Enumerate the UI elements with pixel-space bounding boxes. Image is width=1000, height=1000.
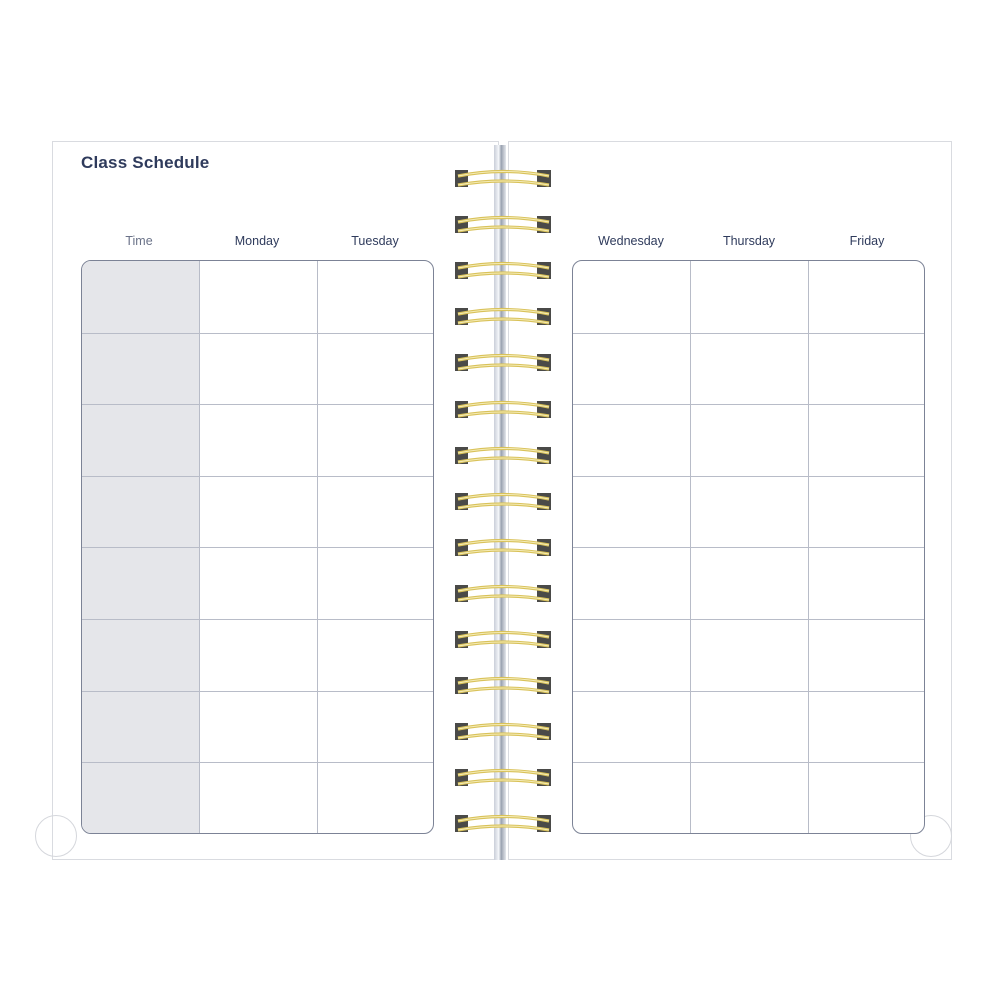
spiral-ring xyxy=(455,445,552,469)
schedule-cell[interactable] xyxy=(317,691,433,762)
schedule-cell[interactable] xyxy=(808,261,924,332)
schedule-cell[interactable] xyxy=(573,333,690,404)
grid-row-line xyxy=(573,404,924,406)
schedule-cell[interactable] xyxy=(317,762,433,833)
schedule-cell[interactable] xyxy=(573,404,690,475)
schedule-cell[interactable] xyxy=(808,619,924,690)
schedule-cell[interactable] xyxy=(200,762,317,833)
schedule-cell[interactable] xyxy=(317,261,433,332)
schedule-cell[interactable] xyxy=(691,261,808,332)
grid-column-line xyxy=(808,261,809,833)
grid-row-line xyxy=(573,332,924,334)
schedule-cell[interactable] xyxy=(808,691,924,762)
schedule-cell[interactable] xyxy=(200,261,317,332)
schedule-cell[interactable] xyxy=(317,333,433,404)
spiral-ring xyxy=(455,491,552,515)
schedule-cell[interactable] xyxy=(200,691,317,762)
spiral-ring xyxy=(455,721,552,745)
header-wednesday: Wednesday xyxy=(598,234,664,248)
grid-row-line xyxy=(82,404,433,406)
schedule-cell[interactable] xyxy=(200,333,317,404)
schedule-cell[interactable] xyxy=(317,547,433,618)
schedule-cell[interactable] xyxy=(573,476,690,547)
schedule-cell[interactable] xyxy=(200,404,317,475)
schedule-grid-right xyxy=(572,260,925,834)
grid-row-line xyxy=(82,690,433,692)
grid-row-line xyxy=(82,619,433,620)
schedule-cell[interactable] xyxy=(573,619,690,690)
spiral-ring xyxy=(455,214,552,238)
schedule-cell[interactable] xyxy=(317,619,433,690)
schedule-cell[interactable] xyxy=(573,261,690,332)
grid-row-line xyxy=(82,762,433,764)
schedule-cell[interactable] xyxy=(808,476,924,547)
spiral-ring xyxy=(455,352,552,376)
spiral-ring xyxy=(455,260,552,284)
schedule-cell[interactable] xyxy=(691,762,808,833)
schedule-cell[interactable] xyxy=(691,333,808,404)
schedule-cell[interactable] xyxy=(200,476,317,547)
schedule-grid-left xyxy=(81,260,434,834)
grid-column-line xyxy=(199,261,200,833)
grid-row-line xyxy=(573,475,924,477)
grid-column-line xyxy=(317,261,318,833)
page-corner-right xyxy=(910,815,952,857)
spiral-ring xyxy=(455,767,552,791)
time-column xyxy=(82,261,199,833)
grid-row-line xyxy=(573,619,924,620)
spiral-ring xyxy=(455,629,552,653)
spiral-ring xyxy=(455,813,552,837)
grid-row-line xyxy=(82,547,433,549)
page-title: Class Schedule xyxy=(81,153,210,172)
spiral-ring xyxy=(455,537,552,561)
header-friday: Friday xyxy=(849,234,885,248)
schedule-cell[interactable] xyxy=(200,547,317,618)
spiral-ring xyxy=(455,168,552,192)
schedule-cell[interactable] xyxy=(200,619,317,690)
schedule-cell[interactable] xyxy=(691,404,808,475)
schedule-cell[interactable] xyxy=(573,762,690,833)
schedule-cell[interactable] xyxy=(691,476,808,547)
schedule-cell[interactable] xyxy=(691,619,808,690)
grid-row-line xyxy=(573,547,924,549)
schedule-cell[interactable] xyxy=(808,762,924,833)
header-tuesday: Tuesday xyxy=(351,234,399,248)
schedule-cell[interactable] xyxy=(317,476,433,547)
grid-row-line xyxy=(82,332,433,334)
schedule-cell[interactable] xyxy=(573,691,690,762)
header-thursday: Thursday xyxy=(722,234,776,248)
grid-row-line xyxy=(82,475,433,477)
schedule-cell[interactable] xyxy=(808,547,924,618)
schedule-cell[interactable] xyxy=(808,333,924,404)
grid-column-line xyxy=(690,261,691,833)
spiral-ring xyxy=(455,306,552,330)
header-time: Time xyxy=(125,234,153,248)
schedule-cell[interactable] xyxy=(317,404,433,475)
spiral-ring xyxy=(455,399,552,423)
grid-row-line xyxy=(573,762,924,764)
schedule-cell[interactable] xyxy=(691,547,808,618)
spiral-ring xyxy=(455,583,552,607)
grid-row-line xyxy=(573,690,924,692)
schedule-cell[interactable] xyxy=(691,691,808,762)
spiral-ring xyxy=(455,675,552,699)
schedule-cell[interactable] xyxy=(573,547,690,618)
page-corner-left xyxy=(35,815,77,857)
schedule-cell[interactable] xyxy=(808,404,924,475)
header-monday: Monday xyxy=(234,234,280,248)
